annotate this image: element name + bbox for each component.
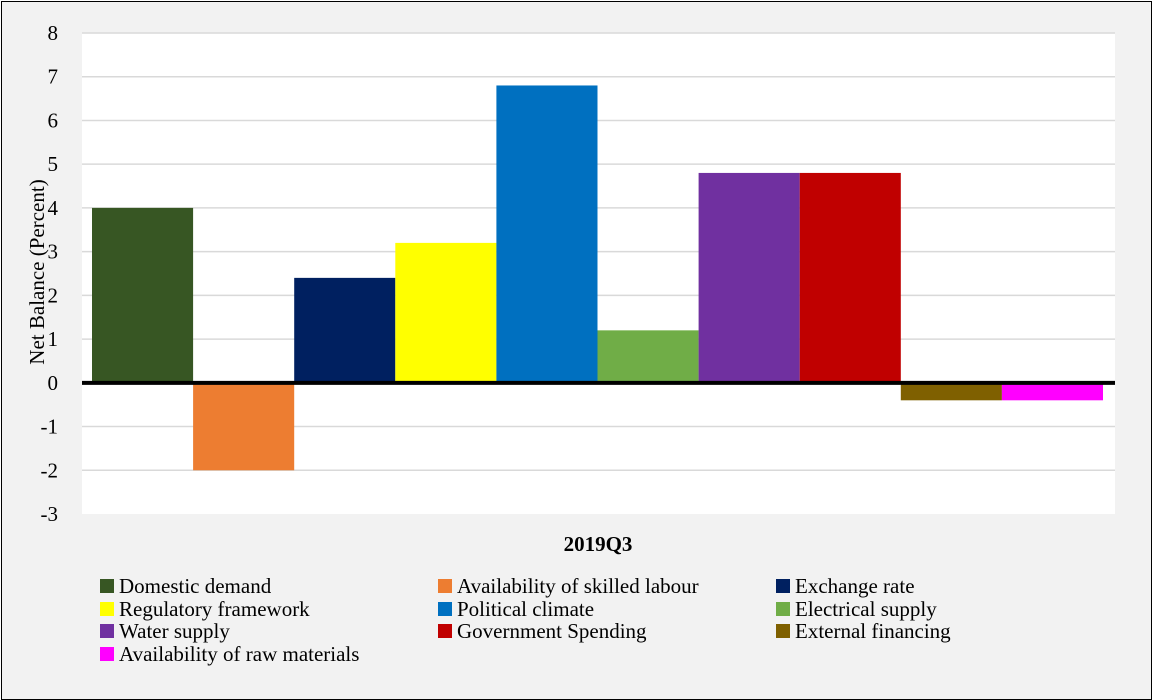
y-tick-label: 2	[48, 283, 59, 307]
bar-water-supply	[698, 172, 800, 383]
legend-item: Regulatory framework	[100, 596, 438, 621]
legend-item: Water supply	[100, 620, 438, 643]
legend-label: Regulatory framework	[119, 596, 310, 621]
y-tick-label: 3	[48, 240, 59, 264]
bars	[92, 85, 1103, 471]
legend-swatch	[776, 579, 790, 594]
x-axis-category-label: 2019Q3	[564, 532, 633, 556]
legend-swatch	[100, 579, 114, 594]
bar-availability-of-skilled-labour	[193, 382, 295, 471]
bar-availability-of-raw-materials	[1001, 382, 1103, 401]
y-axis-label: Net Balance (Percent)	[25, 179, 49, 364]
y-tick-label: 4	[48, 196, 59, 220]
bar-external-financing	[900, 382, 1002, 401]
legend-label: Exchange rate	[795, 574, 915, 598]
legend: Domestic demand Availability of skilled l…	[100, 575, 1140, 665]
y-tick-label: 6	[48, 108, 59, 132]
y-tick-label: -1	[41, 415, 59, 439]
y-tick-label: 0	[48, 371, 59, 395]
bar-exchange-rate	[294, 277, 396, 383]
legend-swatch	[438, 601, 452, 616]
legend-swatch	[438, 624, 452, 639]
legend-swatch	[776, 601, 790, 616]
y-tick-label: 5	[48, 152, 59, 176]
bar-political-climate	[496, 85, 598, 383]
legend-item: Government Spending	[438, 620, 776, 643]
legend-swatch	[776, 624, 790, 639]
y-tick-label: -2	[41, 458, 59, 482]
y-tick-label: 7	[48, 65, 59, 89]
legend-swatch	[100, 601, 114, 616]
legend-label: External financing	[795, 619, 951, 643]
y-tick-label: 1	[48, 327, 59, 351]
legend-label: Political climate	[457, 596, 595, 621]
legend-label: Domestic demand	[119, 574, 272, 598]
bar-domestic-demand	[92, 207, 194, 383]
legend-swatch	[100, 646, 114, 661]
legend-label: Government Spending	[457, 619, 647, 643]
legend-item: Electrical supply	[776, 596, 1114, 621]
legend-item: Political climate	[438, 596, 776, 621]
legend-item: Availability of raw materials	[100, 641, 438, 666]
legend-swatch	[438, 579, 452, 594]
y-axis-ticks: -3 -2 -1 0 1 2 3 4 5 6 7 8	[41, 21, 59, 526]
legend-item: External financing	[776, 620, 1114, 643]
legend-item: Domestic demand	[100, 575, 438, 598]
legend-label: Water supply	[119, 619, 230, 643]
bar-government-spending	[799, 172, 901, 383]
y-tick-label: -3	[41, 502, 59, 526]
legend-label: Electrical supply	[795, 596, 937, 621]
legend-item: Availability of skilled labour	[438, 575, 776, 598]
legend-label: Availability of raw materials	[119, 641, 360, 666]
legend-label: Availability of skilled labour	[457, 574, 699, 598]
y-tick-label: 8	[48, 21, 59, 45]
bar-electrical-supply	[597, 330, 699, 383]
legend-item: Exchange rate	[776, 575, 1114, 598]
bar-regulatory-framework	[395, 242, 497, 383]
legend-swatch	[100, 624, 114, 639]
